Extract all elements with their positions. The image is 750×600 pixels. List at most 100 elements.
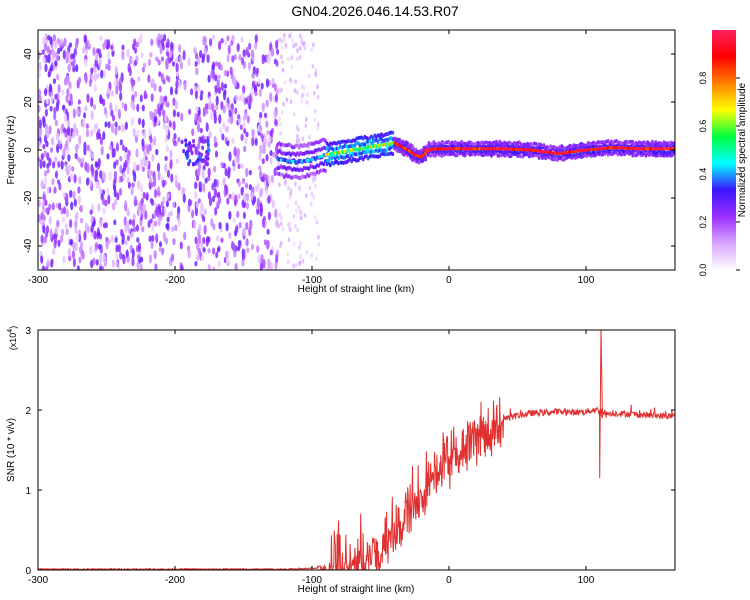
spectrogram-cell [89, 179, 93, 187]
spectrogram-cell [179, 61, 184, 70]
spectrogram-cell [122, 254, 126, 265]
snr-multiplier-close: ) [8, 326, 18, 329]
spectrogram-cell [150, 93, 154, 102]
spectrogram-cell [51, 178, 55, 186]
spectrogram-cell [242, 121, 246, 131]
spectrogram-cell [124, 239, 128, 246]
spectrogram-peak-cell [460, 147, 473, 151]
spectrogram-cell [51, 47, 55, 58]
spectrogram-cell [189, 199, 193, 206]
spectrogram-cell [54, 60, 58, 67]
spectrogram-cell [92, 257, 96, 266]
spectrogram-cell [91, 167, 95, 176]
spectrogram-cell [274, 118, 278, 126]
spectrogram-cell [140, 52, 144, 59]
spectrogram-cell [294, 223, 297, 229]
spectrogram-cell [240, 133, 244, 142]
spectrogram-cell [73, 174, 77, 184]
spectrogram-cell [104, 199, 108, 207]
spectrogram-cell [57, 84, 61, 94]
spectrogram-cell [183, 81, 187, 91]
spectrogram-cell [78, 76, 82, 84]
spectrogram-cell [90, 110, 94, 120]
spectrogram-cell [157, 217, 161, 227]
spectrogram-cell [213, 113, 217, 124]
spectrogram-cell [82, 119, 86, 129]
spectrogram-cell [44, 33, 48, 42]
spectrogram-cell [198, 151, 201, 156]
spectrogram-cell [185, 149, 189, 155]
spectrogram-cell [243, 193, 247, 203]
spectrogram-cell [236, 81, 240, 90]
spectrogram-cell [114, 104, 118, 113]
spectrogram-cell [167, 76, 171, 83]
spectrogram-cell [240, 186, 244, 196]
spectrogram-cell [95, 259, 99, 266]
spectrogram-cell [130, 77, 134, 84]
spectrogram-cell [39, 159, 43, 169]
spectrogram-cell [66, 145, 70, 154]
spectrogram-cell [97, 157, 101, 168]
spectrogram-cell [121, 44, 125, 51]
spectrogram-cell [170, 173, 174, 183]
spectrogram-cell [227, 166, 231, 174]
spectrogram-cell [277, 223, 281, 229]
x-tick-label: 100 [578, 575, 595, 586]
spectrogram-cell [212, 247, 216, 255]
spectrogram-cell [209, 38, 213, 47]
spectrogram-cell [263, 136, 267, 143]
spectrogram-cell [151, 153, 155, 162]
spectrogram-cell [136, 237, 140, 243]
spectrogram-cell [314, 68, 318, 74]
x-tick-label: -100 [302, 575, 322, 586]
spectrogram-cell [236, 147, 240, 157]
spectrogram-cell [233, 146, 237, 157]
spectrogram-cell [89, 245, 93, 255]
spectrogram-cell [281, 45, 284, 51]
spectrogram-cell [116, 192, 120, 201]
spectrogram-cell [244, 97, 248, 104]
spectrogram-cell [267, 195, 271, 204]
spectrogram-cell [115, 142, 119, 152]
spectrogram-cell [70, 201, 74, 211]
spectrogram-cell [179, 55, 183, 62]
spectrogram-cell [176, 111, 180, 118]
spectrogram-cell [288, 33, 291, 39]
spectrogram-cell [133, 226, 137, 233]
spectrogram-cell [293, 112, 296, 117]
spectrogram-cell [62, 49, 66, 60]
spectrogram-cell [187, 248, 191, 259]
spectrogram-cell [270, 48, 274, 57]
spectrogram-cell [217, 86, 221, 95]
spectrogram-cell [138, 209, 142, 218]
spectrogram-cell [99, 137, 103, 146]
spectrogram-cell [411, 144, 414, 149]
spectrogram-cell [286, 203, 289, 209]
x-tick-label: 100 [578, 275, 595, 286]
spectrogram-cell [187, 161, 191, 167]
spectrogram-cell [246, 247, 250, 253]
spectrogram-cell [226, 70, 230, 77]
spectrogram-cell [281, 59, 284, 65]
spectrogram-cell [149, 110, 153, 118]
spectrogram-cell [76, 156, 80, 162]
spectrogram-cell [269, 129, 273, 137]
spectrogram-cell [270, 174, 275, 184]
spectrogram-cell [294, 42, 298, 47]
x-tick-label: -200 [165, 275, 185, 286]
spectrogram-cell [148, 168, 152, 178]
spectrogram-cell [94, 174, 98, 183]
spectrogram-cell [62, 206, 67, 215]
spectrogram-cell [169, 149, 173, 159]
spectrogram-cell [55, 225, 59, 235]
spectrogram-cell [103, 106, 108, 115]
spectrogram-cell [251, 128, 255, 138]
y-tick-label: 0 [25, 566, 31, 577]
spectrogram-cell [220, 81, 224, 92]
spectrogram-cell [203, 224, 207, 235]
spectrogram-cell [225, 250, 229, 259]
spectrogram-cell [206, 142, 210, 148]
spectrogram-peak-cell [499, 147, 512, 151]
spectrogram-cell [92, 221, 96, 228]
spectrogram-cell [52, 247, 56, 256]
